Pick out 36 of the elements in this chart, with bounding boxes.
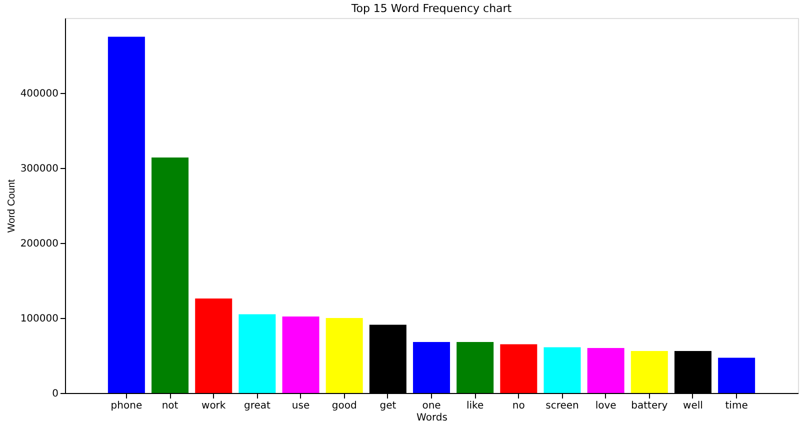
x-tick-label: not [162,400,178,412]
x-tick-label: great [244,400,270,412]
bar [630,351,668,393]
x-axis-title: Words [416,412,448,424]
bar [108,36,145,393]
bar [238,314,276,393]
x-tick-label: get [380,400,396,412]
x-tick-label: time [725,400,748,412]
x-tick-label: no [512,400,525,412]
bar [282,316,320,393]
bar [500,344,538,393]
x-tick-label: work [202,400,226,412]
bar [544,347,581,393]
bar [413,342,450,393]
x-tick-label: well [683,400,703,412]
y-tick-label: 300000 [20,164,58,174]
bar [456,342,494,393]
y-tick-label: 400000 [20,88,58,100]
y-tick-label: 200000 [20,238,58,250]
y-tick-label: 100000 [20,314,58,324]
x-tick-label: use [292,400,310,412]
x-tick-label: screen [546,400,579,412]
chart-title: Top 15 Word Frequency chart [350,2,512,15]
x-tick-label: like [466,400,484,412]
x-tick-label: good [332,400,357,412]
bar [587,348,624,393]
bar [718,358,756,393]
bar [195,298,232,393]
bar [326,318,363,393]
x-tick-label: phone [110,400,142,412]
x-tick-label: love [595,400,616,412]
bar [152,158,189,393]
y-tick-label: 0 [52,388,58,400]
y-axis-title: Word Count [6,179,18,233]
x-tick-label: one [422,400,441,412]
x-tick-label: battery [631,400,668,412]
